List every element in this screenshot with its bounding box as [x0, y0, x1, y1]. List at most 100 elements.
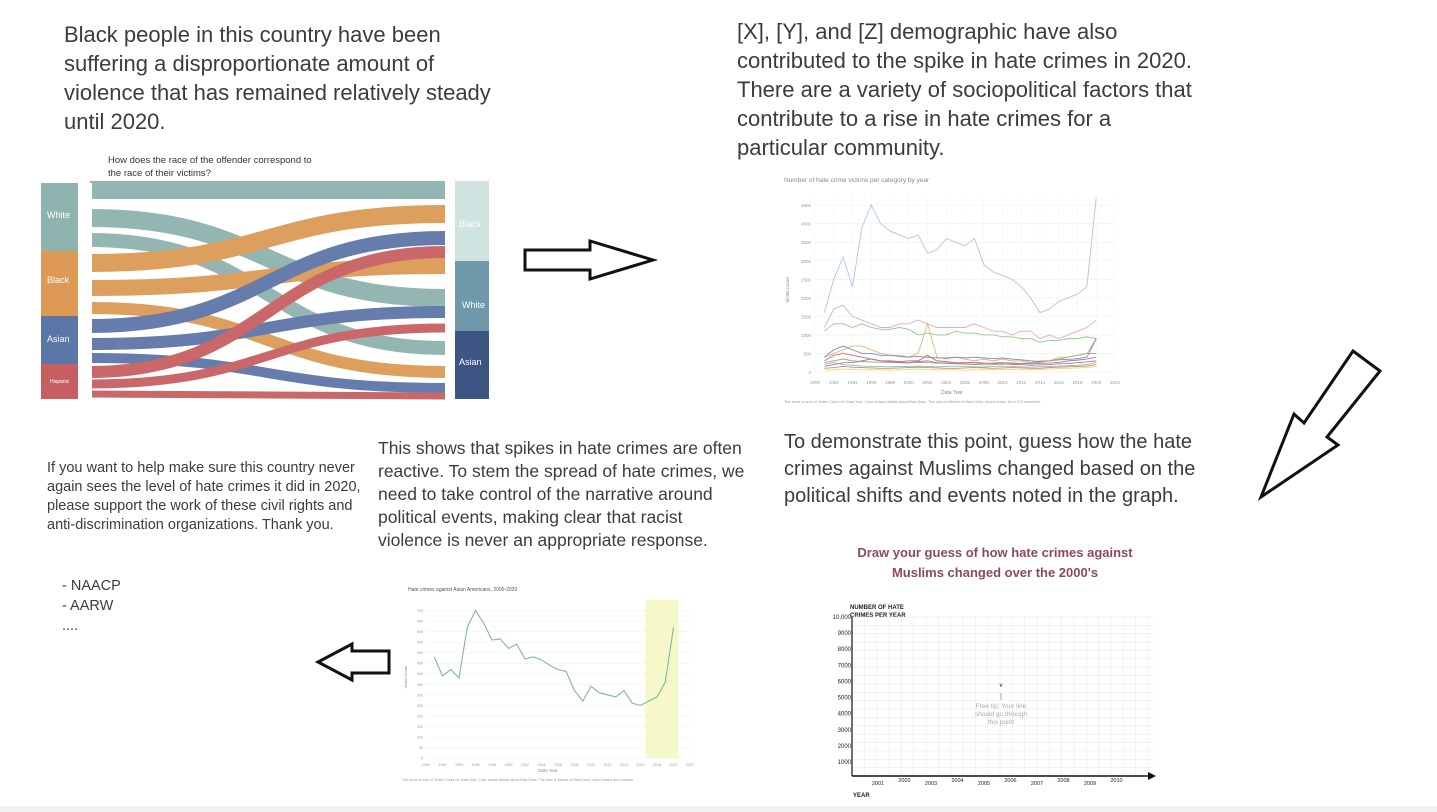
victims-series-line-7	[824, 356, 1097, 367]
victims-chart-title: Number of hate crime victims per categor…	[784, 177, 930, 184]
victims-x-tick: 2006	[960, 380, 971, 385]
arrow-right-icon	[523, 238, 659, 282]
label-right-black: Black	[459, 219, 482, 229]
node-right-black	[455, 181, 489, 261]
victims-x-tick: 1992	[829, 380, 840, 385]
guess-x-tick: 2003	[925, 781, 937, 787]
asian-y-label: Victim Count	[403, 665, 408, 688]
victims-x-tick: 1996	[866, 380, 877, 385]
guess-x-tick: 2001	[872, 781, 884, 787]
asian-y-tick: 350	[417, 683, 423, 687]
asian-y-tick: 650	[417, 620, 423, 624]
flow-white-black	[89, 209, 446, 307]
guess-tip-line1: Free tip: Your line	[976, 703, 1027, 710]
node-left-black	[41, 251, 78, 316]
victims-footnote: The trend of sum of Victim Count for Dat…	[784, 400, 1041, 404]
asian-x-tick: 2002	[521, 763, 529, 767]
victims-y-tick: 2000	[801, 296, 812, 301]
asian-x-tick: 1992	[439, 763, 447, 767]
asian-y-tick: 400	[417, 672, 423, 676]
guess-y-tick: 10,000	[833, 615, 852, 621]
flow-black-asian	[89, 302, 446, 378]
sankey-diagram: How does the race of the offender corres…	[38, 148, 490, 404]
flow-hispanic-asian	[89, 390, 446, 400]
asian-x-tick: 2012	[604, 763, 612, 767]
guess-y-tick: 7000	[838, 663, 852, 669]
asian-y-tick: 200	[417, 714, 423, 718]
asian-y-tick: 150	[417, 725, 423, 729]
flow-asian-asian	[89, 353, 446, 393]
guess-y-tick: 5000	[838, 696, 852, 702]
asian-x-tick: 2006	[554, 763, 562, 767]
victims-series-line-1	[823, 304, 1097, 340]
guess-y-label-line1: NUMBER OF HATE	[850, 605, 904, 611]
guess-y-tick: 3000	[838, 728, 852, 734]
flow-asian-black	[89, 231, 446, 333]
guess-y-tick: 9000	[838, 631, 852, 637]
victims-x-tick: 2020	[1091, 380, 1102, 385]
asian-y-tick: 0	[421, 757, 423, 761]
org-item-aarw[interactable]: - AARW	[62, 598, 114, 614]
victims-series-line-9	[824, 364, 1097, 369]
demonstrate-text: To demonstrate this point, guess how the…	[784, 431, 1196, 507]
guess-x-tick: 2010	[1110, 778, 1122, 784]
victims-x-tick: 2018	[1072, 380, 1083, 385]
org-list: - NAACP - AARW ....	[62, 576, 121, 636]
victims-x-tick: 2022	[1110, 380, 1121, 385]
asian-line-chart: Hate crimes against Asian Americans, 200…	[402, 587, 694, 782]
guess-x-tick: 2005	[978, 781, 990, 787]
flow-black-black	[89, 205, 446, 272]
asian-y-tick: 500	[417, 651, 423, 655]
guess-chart[interactable]: Draw your guess of how hate crimes again…	[825, 540, 1165, 802]
guess-y-label-line2: CRIMES PER YEAR	[850, 613, 906, 619]
asian-x-tick: 2000	[505, 763, 513, 767]
highlight-2020	[645, 600, 679, 758]
asian-series-line	[433, 609, 675, 706]
guess-tip-line2: should go through	[975, 711, 1027, 718]
asian-x-tick: 2020	[670, 763, 678, 767]
arrow-left-icon	[314, 641, 391, 683]
flow-hispanic-black	[89, 246, 446, 378]
guess-point-icon: *	[999, 682, 1003, 692]
victims-y-tick: 1000	[801, 333, 812, 338]
guess-y-tick: 6000	[838, 679, 852, 685]
asian-y-tick: 50	[419, 746, 423, 750]
asian-footnote: The trend of sum of Victim Count for Dat…	[402, 778, 634, 782]
victims-series-line-3	[824, 322, 1097, 364]
victims-x-tick: 2010	[997, 380, 1008, 385]
victims-x-tick: 1990	[810, 380, 821, 385]
label-left-hispanic: Hispanic	[50, 379, 70, 385]
guess-x-tick: 2009	[1084, 781, 1096, 787]
asian-y-tick: 100	[417, 735, 423, 739]
victims-x-tick: 1998	[885, 380, 896, 385]
bottom-scroll-strip	[0, 806, 1437, 812]
guess-title-line2: Muslims changed over the 2000's	[892, 565, 1098, 580]
victims-x-tick: 2002	[922, 380, 933, 385]
guess-tip-line3: this point	[988, 719, 1014, 726]
node-left-white	[41, 183, 78, 251]
asian-x-tick: 2022	[686, 763, 694, 767]
asian-x-tick: 2008	[571, 763, 579, 767]
org-item-naacp[interactable]: - NAACP	[62, 578, 121, 594]
label-left-asian: Asian	[47, 334, 70, 344]
victims-y-tick: 2500	[801, 277, 812, 282]
asian-y-tick: 250	[417, 704, 423, 708]
intro-text: Black people in this country have been s…	[64, 22, 491, 134]
label-right-white: White	[462, 300, 485, 310]
guess-y-tick: 4000	[838, 712, 852, 718]
guess-x-tick: 2008	[1057, 778, 1069, 784]
asian-x-tick: 2014	[620, 763, 628, 767]
victims-y-tick: 3000	[801, 259, 812, 264]
asian-x-tick: 2016	[637, 763, 645, 767]
org-item-more: ....	[62, 618, 79, 634]
label-left-black: Black	[47, 275, 70, 285]
asian-y-tick: 450	[417, 662, 423, 666]
flow-hispanic-white	[89, 323, 446, 389]
label-left-white: White	[47, 210, 70, 220]
flow-asian-white	[89, 306, 446, 350]
demographics-text: [X], [Y], and [Z] demographic have also …	[737, 19, 1192, 160]
guess-x-tick: 2002	[898, 778, 910, 784]
asian-y-tick: 550	[417, 641, 423, 645]
guess-x-label: YEAR	[853, 793, 870, 799]
asian-x-label: Data Year	[538, 768, 558, 773]
